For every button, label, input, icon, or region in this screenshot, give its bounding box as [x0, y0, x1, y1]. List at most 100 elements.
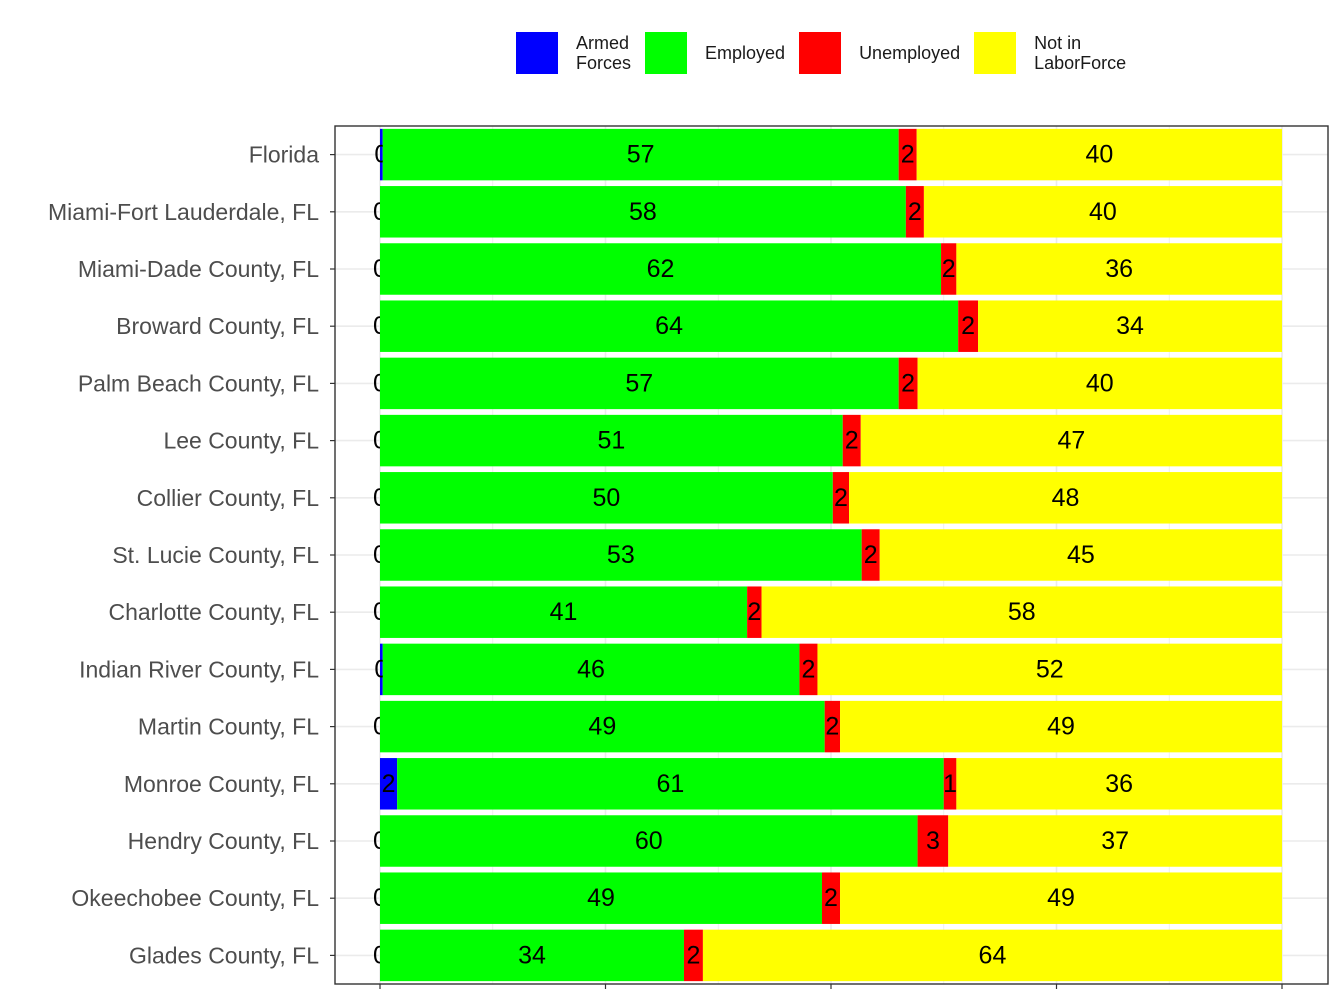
y-tick-label: Glades County, FL — [129, 942, 319, 968]
y-tick-label: Monroe County, FL — [124, 771, 319, 797]
legend-item-armed-forces: Armed Forces — [516, 32, 631, 74]
data-label: 57 — [627, 141, 655, 169]
bar-segment-not-in-laborforce — [860, 414, 1282, 467]
data-label: 2 — [901, 369, 915, 397]
y-tick-label: Indian River County, FL — [79, 656, 319, 682]
bar-segment-not-in-laborforce — [956, 243, 1282, 295]
bar-segment-employed — [382, 643, 800, 696]
y-tick-label: Miami-Dade County, FL — [78, 256, 319, 282]
bar-segment-unemployed — [832, 472, 850, 524]
bar-segment-unemployed — [958, 300, 979, 352]
legend-item-employed: Employed — [645, 32, 785, 74]
legend-item-unemployed: Unemployed — [799, 32, 960, 74]
legend-swatch-armed-forces — [516, 32, 558, 74]
bar-segment-employed — [380, 300, 959, 352]
bar-segment-employed — [380, 929, 684, 982]
bar-segment-not-in-laborforce — [817, 643, 1282, 696]
bar-segment-not-in-laborforce — [923, 186, 1282, 238]
data-label: 40 — [1086, 369, 1114, 397]
data-label: 46 — [577, 655, 605, 683]
y-tick-label: Okeechobee County, FL — [71, 885, 319, 911]
legend-label-unemployed: Unemployed — [859, 43, 961, 63]
legend-label-armed-forces: Armed Forces — [576, 33, 632, 73]
bar-segment-employed — [380, 414, 843, 467]
data-label: 34 — [518, 941, 546, 969]
bar-segment-not-in-laborforce — [956, 758, 1282, 810]
bar-segment-not-in-laborforce — [702, 929, 1282, 982]
legend-label-not-in-laborforce: Not in LaborForce — [1034, 33, 1127, 73]
bar-segment-employed — [380, 815, 918, 867]
bar-segment-armed-forces — [380, 758, 398, 810]
y-tick-label: Florida — [249, 142, 320, 168]
data-label: 2 — [801, 655, 815, 683]
data-label: 2 — [686, 941, 700, 969]
data-label: 61 — [657, 770, 685, 798]
y-tick-label: Palm Beach County, FL — [78, 370, 319, 396]
data-label: 2 — [908, 198, 922, 226]
data-label: 64 — [655, 312, 683, 340]
data-label: 2 — [382, 770, 396, 798]
bar-segment-not-in-laborforce — [849, 472, 1282, 524]
data-label: 36 — [1105, 255, 1133, 283]
bar-segment-employed — [382, 128, 899, 181]
data-label: 51 — [597, 427, 625, 455]
bar-segment-unemployed — [747, 586, 762, 638]
bar-segment-employed — [397, 758, 944, 810]
legend-swatch-employed — [645, 32, 688, 74]
data-label: 57 — [625, 369, 653, 397]
bar-segment-unemployed — [898, 357, 918, 410]
bar-segment-unemployed — [824, 700, 841, 753]
y-tick-label: Hendry County, FL — [128, 828, 320, 854]
bar-segment-not-in-laborforce — [840, 872, 1282, 924]
bar-segment-not-in-laborforce — [978, 300, 1282, 352]
data-label: 53 — [607, 541, 635, 569]
plot-border — [334, 125, 1329, 985]
y-tick-label: Martin County, FL — [138, 714, 319, 740]
data-label: 48 — [1052, 484, 1080, 512]
bar-segment-unemployed — [917, 815, 949, 867]
data-label: 36 — [1105, 770, 1133, 798]
data-label: 50 — [592, 484, 620, 512]
data-label: 49 — [1047, 884, 1075, 912]
bar-segment-unemployed — [905, 186, 924, 238]
data-label: 2 — [961, 312, 975, 340]
bar-segment-unemployed — [799, 643, 818, 696]
bar-segment-unemployed — [821, 872, 841, 924]
data-label: 64 — [979, 941, 1007, 969]
legend-swatch-not-in-laborforce — [974, 32, 1017, 74]
bar-segment-unemployed — [898, 128, 917, 181]
bar-segment-employed — [380, 472, 833, 524]
data-label: 62 — [647, 255, 675, 283]
data-label: 1 — [943, 770, 957, 798]
data-label: 2 — [942, 255, 956, 283]
y-tick-label: Charlotte County, FL — [108, 599, 319, 625]
bar-segment-unemployed — [683, 929, 703, 982]
data-label: 37 — [1101, 827, 1129, 855]
data-label: 40 — [1089, 198, 1117, 226]
bar-segment-employed — [380, 243, 942, 295]
data-label: 47 — [1057, 427, 1085, 455]
data-label: 2 — [747, 598, 761, 626]
data-label: 2 — [845, 427, 859, 455]
data-label: 58 — [1008, 598, 1036, 626]
bar-segment-armed-forces — [380, 128, 383, 181]
bar-segment-not-in-laborforce — [948, 815, 1282, 867]
legend-label-employed: Employed — [705, 43, 786, 63]
data-label: 40 — [1085, 141, 1113, 169]
y-tick-label: Lee County, FL — [163, 428, 319, 454]
bar-segment-unemployed — [941, 243, 957, 295]
y-tick-label: Miami-Fort Lauderdale, FL — [48, 199, 319, 225]
y-tick-label: St. Lucie County, FL — [112, 542, 319, 568]
data-label: 41 — [550, 598, 578, 626]
data-label: 2 — [824, 884, 838, 912]
data-label: 49 — [588, 713, 616, 741]
legend-item-not-in-laborforce: Not in LaborForce — [974, 32, 1126, 74]
data-label: 45 — [1067, 541, 1095, 569]
bar-segment-employed — [380, 872, 822, 924]
bar-segment-employed — [380, 357, 899, 410]
bar-segment-employed — [380, 700, 825, 753]
legend: Armed Forces Employed Unemployed Not in … — [516, 32, 1140, 74]
data-label: 58 — [629, 198, 657, 226]
data-label: 34 — [1116, 312, 1144, 340]
